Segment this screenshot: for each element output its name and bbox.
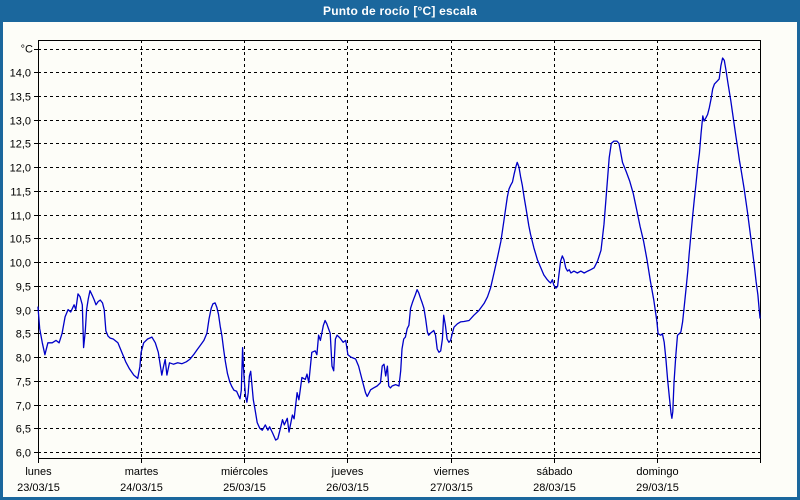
title-bar: Punto de rocío [°C] escala <box>3 0 797 22</box>
x-date-label: 24/03/15 <box>120 482 163 494</box>
dew-point-line <box>37 57 761 441</box>
x-date-label: 28/03/15 <box>533 482 576 494</box>
x-date-label: 27/03/15 <box>430 482 473 494</box>
y-tick-label: 8,0 <box>16 353 31 365</box>
chart-canvas: 14,0 13,5 13,0 12,5 12,0 11,5 11,0 10,5 10,0 9,5 9… <box>10 40 761 494</box>
y-tick-label: 11,5 <box>10 187 31 199</box>
y-tick-label: 10,5 <box>10 234 31 246</box>
y-tick-label: 6,5 <box>16 424 31 436</box>
y-tick-label: 13,0 <box>10 116 31 128</box>
x-day-label: lunes <box>25 466 52 478</box>
y-tick-label: 9,0 <box>16 306 31 318</box>
x-day-label: martes <box>125 466 159 478</box>
x-day-label: miércoles <box>221 466 269 478</box>
x-date-label: 25/03/15 <box>223 482 266 494</box>
gridlines <box>34 40 761 463</box>
x-day-label: domingo <box>636 466 678 478</box>
y-axis-unit-label: °C <box>21 44 33 56</box>
x-date-label: 23/03/15 <box>17 482 60 494</box>
y-tick-label: 14,0 <box>10 68 31 80</box>
y-tick-label: 6,0 <box>16 448 31 460</box>
y-axis-labels: 14,0 13,5 13,0 12,5 12,0 11,5 11,0 10,5 10,0 9,5 9… <box>10 68 31 460</box>
y-tick-label: 13,5 <box>10 92 31 104</box>
x-day-label: viernes <box>434 466 470 478</box>
y-tick-label: 10,0 <box>10 258 31 270</box>
y-tick-label: 11,0 <box>10 211 31 223</box>
x-day-label: jueves <box>331 466 364 478</box>
y-tick-label: 8,5 <box>16 329 31 341</box>
x-day-label: sábado <box>536 466 572 478</box>
y-tick-label: 12,5 <box>10 139 31 151</box>
x-axis-labels: lunes 23/03/15 martes 24/03/15 miércoles 25/0… <box>17 466 679 494</box>
x-date-label: 29/03/15 <box>636 482 679 494</box>
plot-frame <box>38 40 761 459</box>
y-tick-label: 12,0 <box>10 163 31 175</box>
y-tick-label: 7,5 <box>16 377 31 389</box>
y-tick-label: 9,5 <box>16 282 31 294</box>
window-title: Punto de rocío [°C] escala <box>322 4 478 18</box>
y-tick-label: 7,0 <box>16 401 31 413</box>
x-date-label: 26/03/15 <box>326 482 369 494</box>
